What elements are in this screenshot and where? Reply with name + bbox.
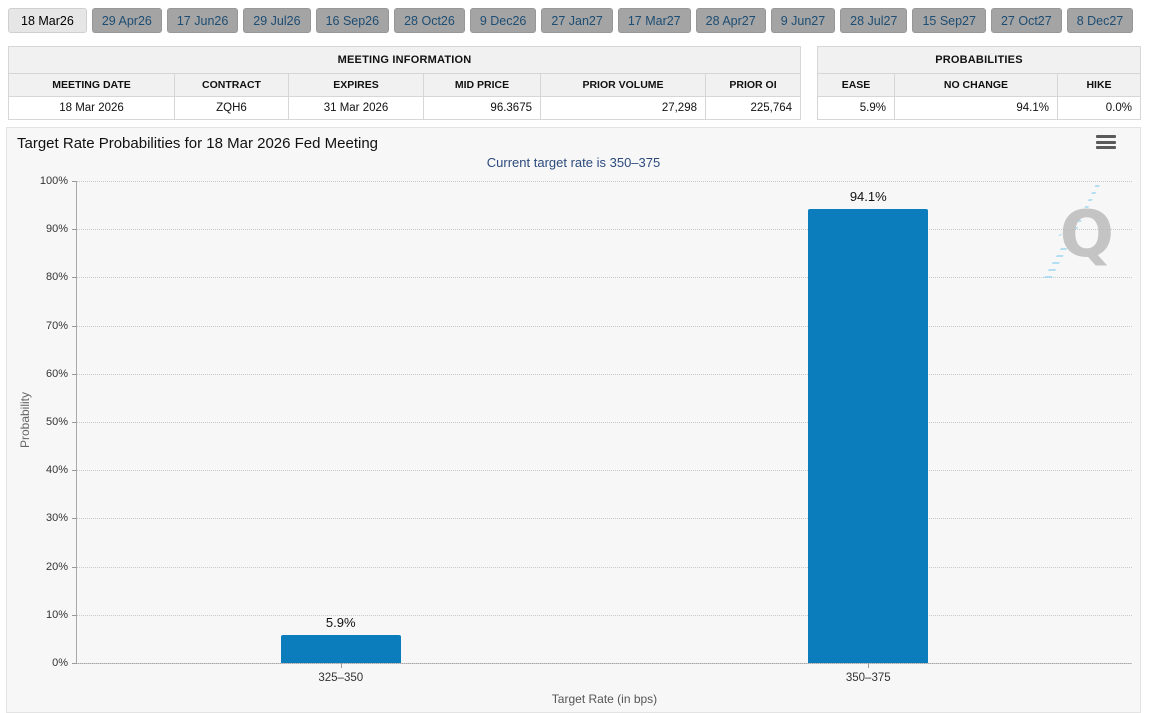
bar-label-325-350: 5.9% (325, 614, 356, 630)
tab-8-dec27[interactable]: 8 Dec27 (1066, 8, 1134, 33)
tab-16-sep26[interactable]: 16 Sep26 (315, 8, 390, 33)
ease-value: 5.9% (816, 96, 895, 120)
col-mid-price: MID PRICE (423, 73, 541, 97)
meeting-date-tabs: 18 Mar26 29 Apr26 17 Jun26 29 Jul26 16 S… (8, 8, 1141, 33)
probabilities-table: PROBABILITIES EASE NO CHANGE HIKE 5.9% 9… (816, 46, 1142, 120)
tab-9-dec26[interactable]: 9 Dec26 (469, 8, 537, 33)
ytick-20: 20% (45, 560, 68, 573)
bar-label-350-375: 94.1% (849, 189, 887, 205)
mid-price-value: 96.3675 (423, 96, 541, 120)
quikstrike-watermark: Q (1034, 185, 1114, 285)
bar-chart-plot: 100% 90% 80% 70% 60% 50% 40% 30% 20% 10%… (40, 175, 1132, 706)
ytick-30: 30% (45, 512, 68, 525)
probabilities-title: PROBABILITIES (816, 46, 1142, 74)
hamburger-menu-icon[interactable] (1096, 134, 1116, 150)
probabilities-row: 5.9% 94.1% 0.0% (816, 96, 1142, 120)
ytick-40: 40% (45, 464, 68, 477)
ytick-90: 90% (45, 223, 68, 236)
ytick-0: 0% (52, 657, 68, 669)
gridline-70 (72, 325, 1132, 327)
tab-27-oct27[interactable]: 27 Oct27 (990, 8, 1062, 33)
chart-title: Target Rate Probabilities for 18 Mar 202… (17, 135, 379, 152)
ytick-60: 60% (45, 367, 68, 380)
tab-28-jul27[interactable]: 28 Jul27 (840, 8, 908, 33)
tab-18-mar26[interactable]: 18 Mar26 (8, 8, 87, 33)
x-axis-title: Target Rate (in bps) (551, 692, 658, 706)
gridline-60 (72, 373, 1132, 375)
no-change-value: 94.1% (893, 96, 1058, 120)
meeting-information-table: MEETING INFORMATION MEETING DATE CONTRAC… (7, 46, 802, 120)
col-prior-oi: PRIOR OI (704, 73, 802, 97)
ytick-100: 100% (39, 175, 68, 187)
ytick-80: 80% (45, 271, 68, 284)
tab-15-sep27[interactable]: 15 Sep27 (912, 8, 986, 33)
xtickmark-325-350 (340, 663, 342, 668)
gridline-80 (72, 277, 1132, 279)
gridline-0 (72, 663, 1132, 664)
gridline-10 (72, 614, 1132, 616)
ytick-50: 50% (45, 416, 68, 428)
col-expires: EXPIRES (288, 73, 424, 97)
col-ease: EASE (816, 73, 895, 97)
bar-group-350-375: 94.1% (808, 181, 929, 663)
col-no-change: NO CHANGE (893, 73, 1058, 97)
ytick-70: 70% (45, 319, 68, 332)
gridline-30 (72, 518, 1132, 520)
gridline-90 (72, 229, 1132, 231)
bar-350-375 (808, 209, 929, 663)
chart-panel: Target Rate Probabilities for 18 Mar 202… (6, 127, 1141, 713)
xtick-325-350: 325–350 (318, 672, 364, 684)
prior-volume-value: 27,298 (540, 96, 706, 120)
xtickmark-350-375 (868, 663, 870, 668)
bar-group-325-350: 5.9% (280, 181, 401, 663)
chart-subtitle: Current target rate is 350–375 (486, 155, 661, 170)
col-hike: HIKE (1056, 73, 1142, 97)
tab-29-jul26[interactable]: 29 Jul26 (243, 8, 311, 33)
gridline-50 (72, 422, 1132, 423)
tab-28-oct26[interactable]: 28 Oct26 (394, 8, 465, 33)
info-tables: MEETING INFORMATION MEETING DATE CONTRAC… (7, 46, 1142, 120)
tab-29-apr26[interactable]: 29 Apr26 (91, 8, 162, 33)
col-prior-volume: PRIOR VOLUME (540, 73, 706, 97)
tab-27-jan27[interactable]: 27 Jan27 (541, 8, 613, 33)
q-logo-icon: Q (1059, 198, 1114, 272)
tab-17-mar27[interactable]: 17 Mar27 (617, 8, 691, 33)
tab-9-jun27[interactable]: 9 Jun27 (770, 8, 836, 33)
hike-value: 0.0% (1056, 96, 1142, 120)
gridline-100 (72, 181, 1132, 182)
col-meeting-date: MEETING DATE (8, 73, 175, 97)
gridline-40 (72, 470, 1132, 472)
meeting-info-row: 18 Mar 2026 ZQH6 31 Mar 2026 96.3675 27,… (8, 96, 802, 120)
y-axis-title: Probability (18, 391, 32, 449)
col-contract: CONTRACT (174, 73, 289, 97)
contract-value: ZQH6 (174, 96, 289, 120)
gridline-20 (72, 566, 1132, 568)
lightning-stripes-icon (1042, 185, 1100, 281)
bar-325-350 (280, 634, 401, 663)
meeting-info-title: MEETING INFORMATION (7, 46, 802, 74)
meeting-date-value: 18 Mar 2026 (8, 96, 175, 120)
xtick-350-375: 350–375 (845, 672, 891, 684)
expires-value: 31 Mar 2026 (288, 96, 424, 120)
tab-28-apr27[interactable]: 28 Apr27 (695, 8, 766, 33)
prior-oi-value: 225,764 (704, 96, 802, 120)
tab-17-jun26[interactable]: 17 Jun26 (166, 8, 239, 33)
ytick-10: 10% (45, 608, 68, 621)
